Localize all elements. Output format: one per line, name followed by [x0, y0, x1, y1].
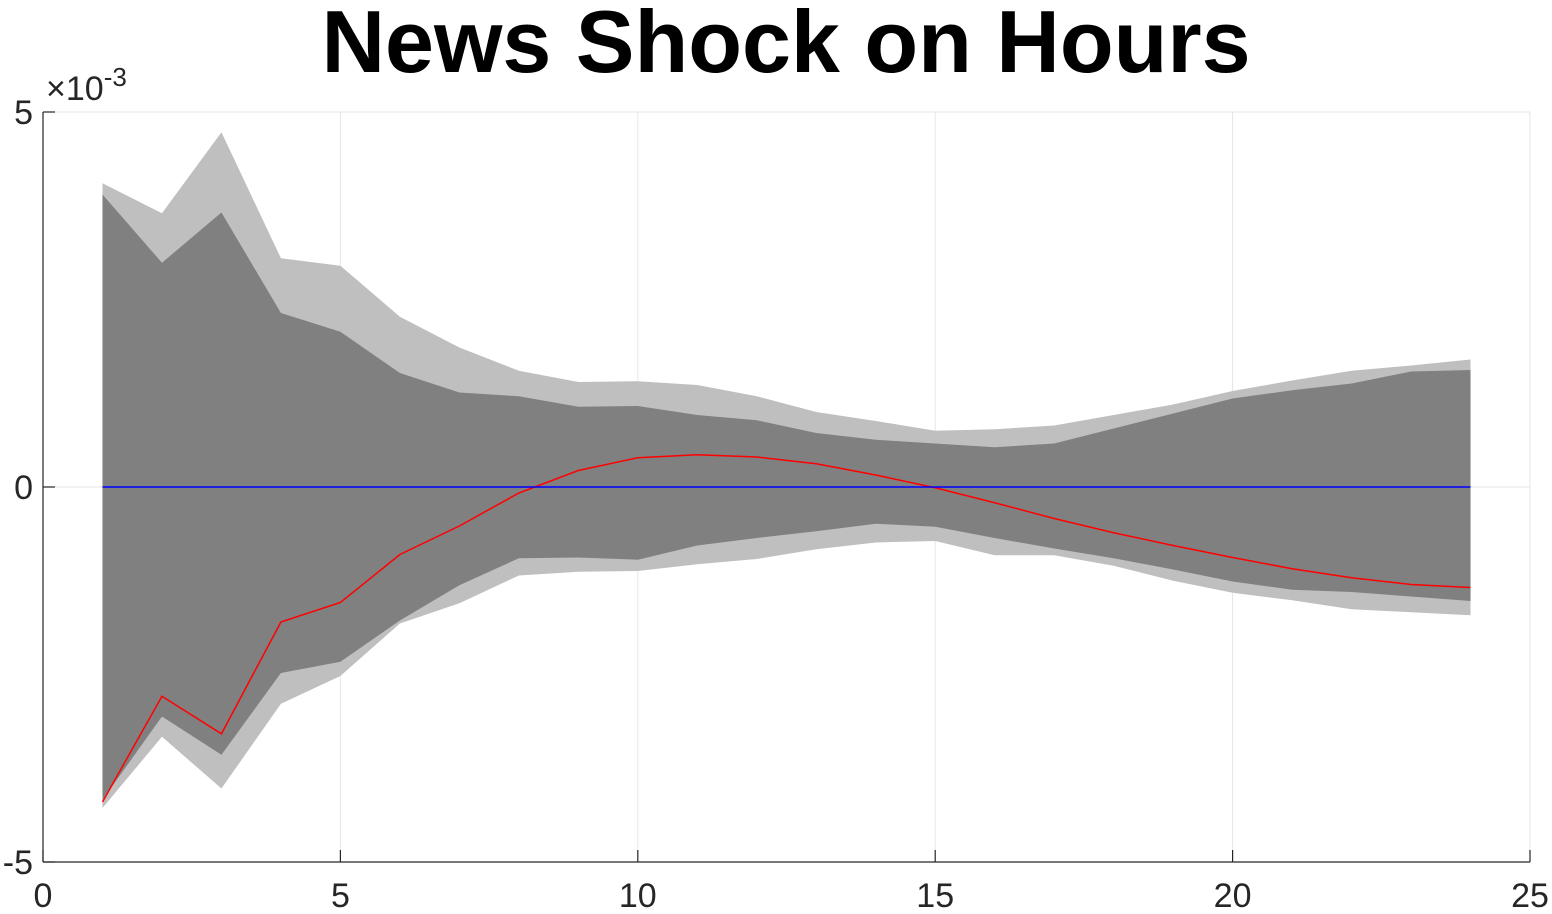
inner-band [102, 194, 1471, 800]
y-exponent-label: ×10-3 [46, 62, 127, 108]
x-tick-label-1: 5 [331, 877, 350, 914]
y-tick-label-2: 5 [14, 94, 33, 132]
x-tick-label-2: 10 [619, 877, 657, 914]
point-estimate-line [101, 453, 1471, 803]
y-tick-label-1: 0 [14, 469, 33, 507]
chart-title: News Shock on Hours [321, 0, 1250, 91]
x-tick-label-3: 15 [916, 877, 954, 914]
plot-area: 0 5 10 15 20 25-505 [3, 94, 1549, 914]
x-tick-label-0: 0 [34, 877, 53, 914]
y-tick-label-0: -5 [3, 844, 33, 882]
x-tick-label-5: 25 [1511, 877, 1549, 914]
x-tick-label-4: 20 [1214, 877, 1252, 914]
